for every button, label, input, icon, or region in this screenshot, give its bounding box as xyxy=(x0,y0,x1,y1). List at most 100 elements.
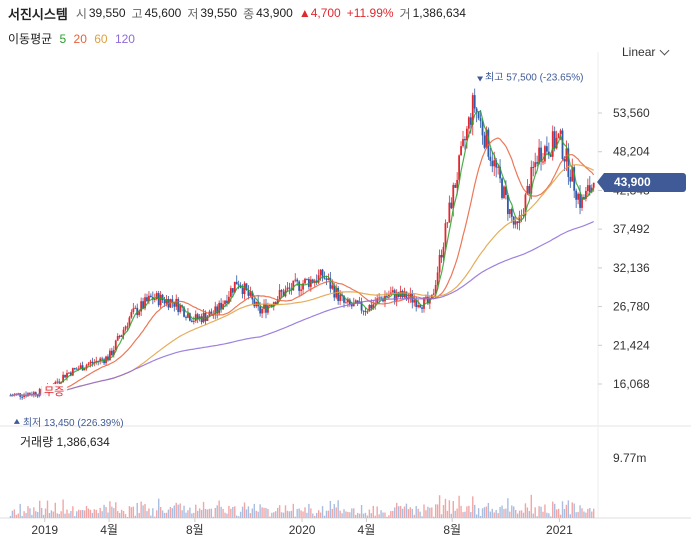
volume-bar xyxy=(197,510,199,518)
candle-body xyxy=(360,301,363,311)
candle-body xyxy=(183,307,185,317)
x-tick-label: 4월 xyxy=(100,523,118,537)
candle-body xyxy=(276,299,279,305)
volume-bar xyxy=(413,514,415,518)
volume-bar xyxy=(507,498,509,518)
candle-body xyxy=(159,294,162,306)
candle-body xyxy=(138,311,141,316)
volume-bar xyxy=(249,513,252,518)
volume-bar xyxy=(405,503,408,518)
volume-bar xyxy=(593,508,595,518)
candle-body xyxy=(555,137,558,149)
volume-bar xyxy=(573,503,575,518)
volume-bar xyxy=(198,508,201,518)
volume-bar xyxy=(15,514,17,518)
candle-body xyxy=(243,283,246,295)
candle-body xyxy=(471,95,474,125)
volume-bar xyxy=(239,511,242,518)
volume-bar xyxy=(304,507,306,518)
candle-body xyxy=(288,287,291,289)
volume-bar xyxy=(210,508,213,518)
candle-body xyxy=(401,290,404,298)
volume-bar xyxy=(514,509,517,518)
volume-bar xyxy=(583,511,585,518)
volume-bar xyxy=(259,504,261,518)
candle-body xyxy=(413,299,416,303)
volume-bar xyxy=(575,512,577,518)
volume-bar xyxy=(157,498,160,518)
candle-body xyxy=(155,293,158,299)
volume-bar xyxy=(241,506,244,518)
candle-body xyxy=(110,350,113,355)
volume-bar xyxy=(419,511,421,518)
volume-bar xyxy=(513,506,515,518)
candle-body xyxy=(415,299,418,308)
candle-body xyxy=(270,305,273,307)
candle-body xyxy=(588,185,591,193)
candle-body xyxy=(366,311,369,313)
candle-body xyxy=(563,159,566,162)
candle-body xyxy=(475,108,478,112)
volume-bar xyxy=(436,504,439,518)
volume-bar xyxy=(456,508,458,518)
x-tick-label: 8월 xyxy=(186,523,204,537)
ma120-legend: 120 xyxy=(114,32,135,46)
volume-bar xyxy=(505,508,507,518)
candle-body xyxy=(569,176,572,182)
volume-bar xyxy=(78,509,80,518)
volume-bar xyxy=(390,511,392,518)
volume-bar xyxy=(577,511,579,518)
volume-bar xyxy=(167,509,170,518)
volume-bar xyxy=(146,511,148,518)
candle-body xyxy=(192,320,195,322)
candle-body xyxy=(395,292,398,301)
volume-bar xyxy=(234,506,236,518)
volume-bar xyxy=(516,513,519,518)
candle-body xyxy=(261,308,263,314)
volume-bar xyxy=(571,502,573,518)
volume-bar xyxy=(35,511,37,518)
candle-body xyxy=(378,297,381,299)
candle-body xyxy=(542,161,544,163)
volume-bar xyxy=(21,516,23,518)
volume-bar xyxy=(38,500,41,518)
volume-bar xyxy=(130,507,133,518)
candle-body xyxy=(505,186,507,195)
volume-bar xyxy=(333,504,335,518)
candle-body xyxy=(557,133,560,138)
volume-bar xyxy=(181,510,183,518)
candle-body xyxy=(362,310,365,312)
candle-body xyxy=(499,166,501,179)
candle-body xyxy=(101,358,104,360)
candle-body xyxy=(514,221,517,225)
volume-bar xyxy=(493,512,495,518)
candle-body xyxy=(460,146,462,156)
ma5-legend: 5 xyxy=(59,32,67,46)
volume-bar xyxy=(62,499,64,518)
candle-body xyxy=(534,162,537,168)
candle-body xyxy=(228,296,230,304)
candle-body xyxy=(77,368,80,370)
volume-bar xyxy=(91,512,94,518)
volume-bar xyxy=(232,506,234,518)
volume-bar xyxy=(25,513,27,518)
volume-bar xyxy=(316,513,318,518)
volume-bar xyxy=(87,508,90,518)
volume-bar xyxy=(351,508,353,518)
volume-bar xyxy=(68,513,70,518)
candle-body xyxy=(107,356,109,361)
scale-dropdown[interactable]: Linear xyxy=(622,45,670,59)
candle-body xyxy=(345,302,347,304)
candle-body xyxy=(251,292,254,300)
volume-bar xyxy=(450,513,453,518)
candle-body xyxy=(356,300,359,304)
volume-bar xyxy=(58,513,60,518)
moving-average-legend[interactable]: 이동평균 5 20 60 120 xyxy=(8,30,139,47)
candle-body xyxy=(81,365,84,371)
volume-bar xyxy=(255,510,257,518)
volume-bar xyxy=(382,512,384,518)
candle-body xyxy=(204,312,207,321)
candle-body xyxy=(497,166,500,168)
candle-body xyxy=(592,182,595,188)
